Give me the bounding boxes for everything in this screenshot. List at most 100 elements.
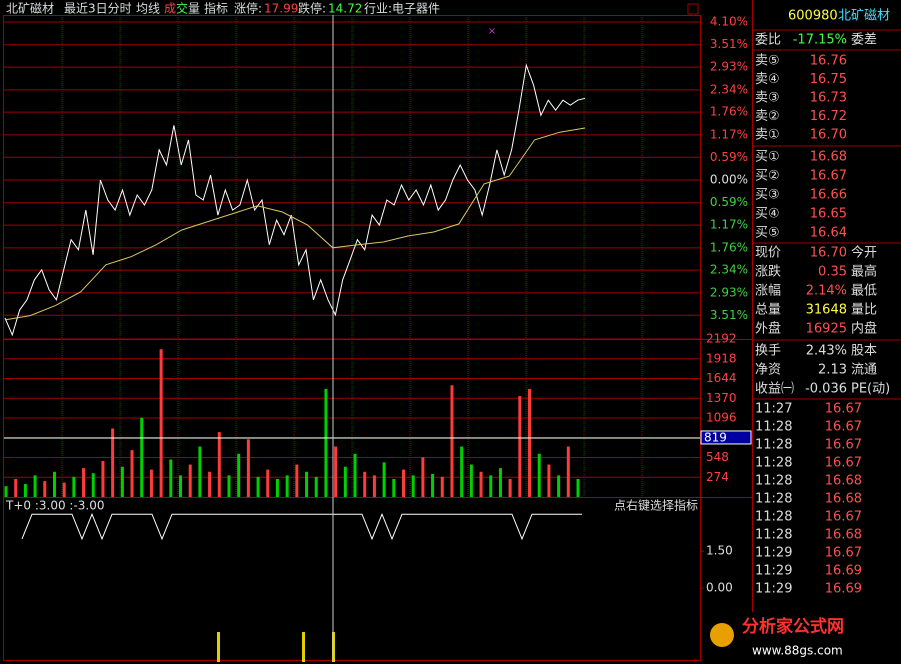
- extra-label: 收益㈠: [755, 382, 794, 397]
- tick-price: 16.67: [825, 510, 862, 525]
- volume-bar: [33, 475, 37, 497]
- extra-label: PE(动): [851, 382, 890, 397]
- stock-name: 北矿磁材: [838, 9, 890, 24]
- y-tick-label: 0.00: [706, 581, 733, 595]
- y-tick-label: 1096: [706, 411, 737, 425]
- volume-bar: [479, 471, 483, 497]
- tick-price: 16.69: [825, 564, 862, 579]
- extra-label: 流通: [851, 363, 877, 378]
- watermark-title: 分析家公式网: [742, 616, 844, 637]
- bid-label: 买③: [755, 188, 780, 203]
- bid-price: 16.66: [810, 188, 847, 203]
- y-tick-label: 1.17%: [710, 218, 748, 232]
- volume-bar: [285, 475, 289, 497]
- volume-bar: [159, 349, 163, 497]
- y-tick-label: 548: [706, 450, 729, 464]
- volume-bar: [14, 478, 18, 497]
- volume-bar: [324, 388, 328, 497]
- tick-price: 16.68: [825, 474, 862, 489]
- ask-label: 卖③: [755, 91, 780, 106]
- volume-bar: [537, 453, 541, 497]
- stat-label: 今开: [851, 245, 877, 261]
- ask-price: 16.75: [810, 72, 847, 87]
- volume-bar: [256, 476, 260, 497]
- volume-bar: [440, 476, 444, 497]
- limit-up-label: 涨停:: [234, 1, 262, 16]
- ask-price: 16.72: [810, 109, 847, 124]
- volume-bar: [140, 417, 144, 497]
- volume-bar: [82, 468, 86, 497]
- stat-value: 2.14%: [806, 284, 847, 299]
- volume-bar: [392, 478, 396, 497]
- cursor-label: 819: [704, 430, 727, 444]
- watermark-logo: [710, 623, 734, 647]
- tick-price: 16.69: [825, 582, 862, 597]
- stock-code: 600980: [788, 9, 838, 24]
- bid-price: 16.67: [810, 169, 847, 184]
- volume-bar: [431, 473, 435, 497]
- volume-bar: [305, 471, 309, 497]
- tick-time: 11:28: [755, 438, 792, 453]
- volume-bar: [547, 464, 551, 497]
- volume-bar: [4, 486, 8, 497]
- y-tick-label: 2192: [706, 332, 737, 346]
- watermark-url: www.88gs.com: [752, 644, 843, 658]
- volume-bar: [266, 469, 270, 497]
- tick-time: 11:29: [755, 564, 792, 579]
- volume-bar: [43, 481, 47, 497]
- y-tick-label: 274: [706, 470, 729, 484]
- volume-bar: [421, 457, 425, 497]
- tick-price: 16.67: [825, 420, 862, 435]
- tick-time: 11:28: [755, 474, 792, 489]
- bid-label: 买④: [755, 207, 780, 222]
- extra-label: 换手: [755, 344, 781, 359]
- y-tick-label: 1644: [706, 371, 737, 385]
- price-line: [21, 512, 582, 541]
- volume-bar: [188, 464, 192, 497]
- y-tick-label: 1.50: [706, 544, 733, 558]
- price-line: [4, 63, 586, 337]
- limit-up: 17.99: [264, 2, 298, 16]
- volume-bar: [130, 450, 134, 497]
- tick-time: 11:29: [755, 546, 792, 561]
- volume-bar: [557, 475, 561, 497]
- extra-value: 2.43%: [806, 344, 847, 359]
- volume-bar: [382, 462, 386, 497]
- extra-label: 净资: [755, 363, 781, 378]
- bid-label: 买②: [755, 169, 780, 184]
- bid-label: 买①: [755, 150, 780, 165]
- y-tick-label: 2.34%: [710, 82, 748, 96]
- y-tick-label: 4.10%: [710, 15, 748, 29]
- volume-bar: [52, 471, 56, 497]
- stat-value: 0.35: [818, 265, 847, 280]
- bid-price: 16.65: [810, 207, 847, 222]
- volume-label: 量: [188, 2, 200, 16]
- ratio: -17.15%: [793, 33, 847, 48]
- tick-time: 11:28: [755, 456, 792, 471]
- signal-bar: [302, 632, 305, 662]
- limit-down: 14.72: [328, 2, 362, 16]
- watermark-bg: [703, 612, 901, 664]
- avg-label: 均线: [136, 2, 160, 16]
- volume-bar: [217, 432, 221, 497]
- tick-price: 16.67: [825, 456, 862, 471]
- volume-bar: [149, 469, 153, 497]
- volume-bar: [246, 439, 250, 497]
- cursor-box: [700, 430, 752, 445]
- volume-bar: [227, 475, 231, 497]
- volume-label: 交: [176, 1, 188, 16]
- y-tick-label: 0.59%: [710, 195, 748, 209]
- volume-bar: [498, 468, 502, 497]
- indicator-label: T+0 :3.00 :-3.00: [5, 499, 105, 513]
- window-button[interactable]: [687, 3, 699, 15]
- volume-bar: [23, 484, 27, 497]
- extra-value: 2.13: [818, 363, 847, 378]
- y-tick-label: 2.93%: [710, 285, 748, 299]
- stat-value: 16925: [806, 322, 847, 337]
- ask-label: 卖⑤: [755, 54, 780, 69]
- indicator-hint: 点右键选择指标: [614, 498, 698, 513]
- volume-bar: [101, 460, 105, 497]
- y-tick-label: 2.34%: [710, 263, 748, 277]
